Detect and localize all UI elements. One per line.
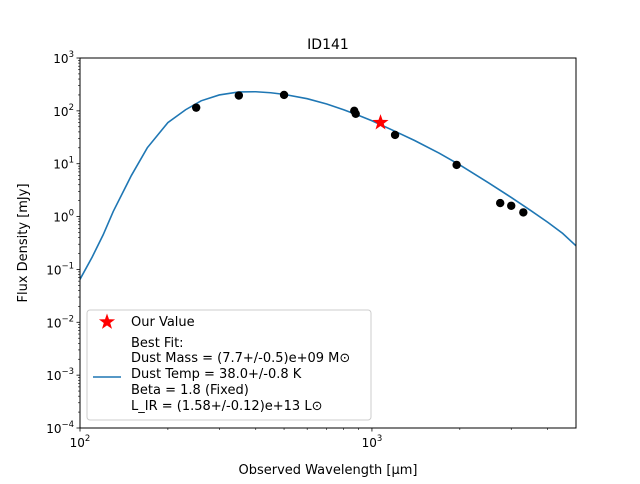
legend-fit-line-2: Dust Mass = (7.7+/-0.5)e+09 M⊙	[131, 351, 350, 366]
our-value-star	[372, 114, 389, 130]
observation-point	[191, 103, 201, 112]
observation-point	[519, 208, 528, 217]
legend-fit-line-5: L_IR = (1.58+/-0.12)e+13 L⊙	[131, 399, 322, 414]
observation-point	[390, 130, 400, 140]
chart-title: ID141	[307, 37, 349, 53]
best-fit-curve	[80, 90, 576, 280]
observation-point	[351, 109, 360, 118]
observation-point	[452, 160, 461, 170]
y-axis-label: Flux Density [mJy]	[16, 183, 31, 302]
legend-fit-line-3: Dust Temp = 38.0+/-0.8 K	[131, 367, 302, 382]
legend-fit-line-1: Best Fit:	[131, 336, 184, 351]
legend-star-marker	[98, 313, 116, 329]
x-axis-label: Observed Wavelength [μm]	[238, 463, 417, 478]
observation-point	[507, 201, 516, 210]
legend-fit-line-4: Beta = 1.8 (Fixed)	[131, 383, 249, 398]
plot-frame	[79, 57, 577, 429]
observation-point	[234, 91, 244, 100]
points-layer	[191, 90, 528, 217]
legend: Our Value Best Fit: Dust Mass = (7.7+/-0…	[86, 309, 372, 421]
observation-point	[496, 198, 505, 208]
fit-layer	[80, 90, 576, 280]
observation-point	[279, 90, 289, 100]
legend-our-value: Our Value	[131, 315, 195, 330]
legend-box	[86, 309, 372, 421]
